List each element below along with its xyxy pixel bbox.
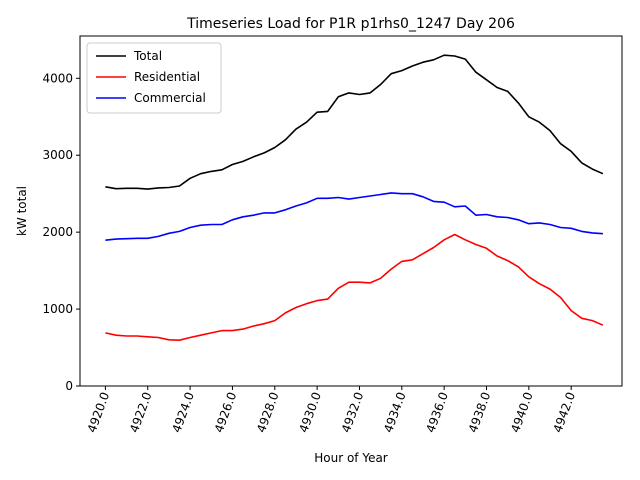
y-tick-label: 1000 [42, 302, 73, 316]
series-line-residential [105, 233, 604, 342]
series-layer [105, 54, 604, 342]
legend-frame [86, 42, 222, 114]
y-axis: 0 1000 2000 3000 4000 [42, 71, 80, 393]
x-axis-label: Hour of Year [314, 451, 388, 465]
legend-label-total: Total [133, 49, 162, 63]
y-tick-label: 0 [65, 379, 73, 393]
series-line-commercial [105, 192, 603, 241]
legend-label-commercial: Commercial [134, 91, 206, 105]
y-axis-label: kW total [15, 186, 29, 236]
y-tick-label: 3000 [42, 148, 73, 162]
y-tick-label: 4000 [42, 71, 73, 85]
series-line-total [105, 54, 604, 190]
chart-title: Timeseries Load for P1R p1rhs0_1247 Day … [186, 16, 515, 32]
legend: Total Residential Commercial [86, 42, 222, 114]
legend-label-residential: Residential [134, 70, 200, 84]
y-tick-label: 2000 [42, 225, 73, 239]
